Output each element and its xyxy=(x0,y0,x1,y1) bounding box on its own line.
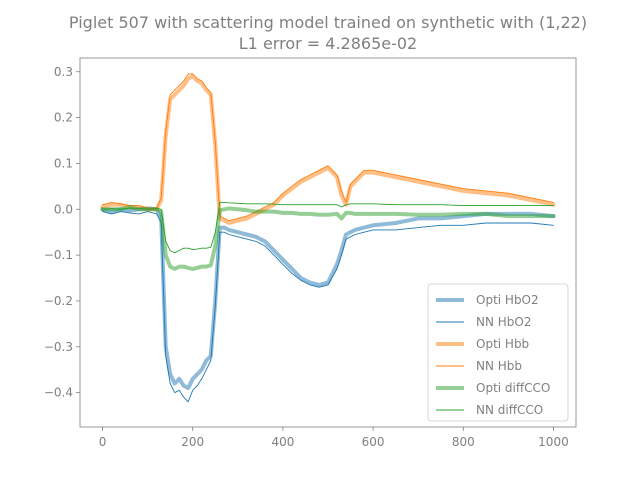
plot-frame xyxy=(79,57,577,428)
legend-label: Opti diffCCO xyxy=(476,381,550,395)
series-line-opti-diffcco xyxy=(100,205,556,271)
legend-label: NN HbO2 xyxy=(476,315,532,329)
series-line-nn-hbo2 xyxy=(102,211,554,403)
y-tick-label: −0.2 xyxy=(44,294,73,308)
y-tick-label: 0.0 xyxy=(54,202,73,216)
x-tick-label: 800 xyxy=(452,435,475,449)
y-axis-ticks: 0.3 0.2 0.1 0.0 −0.1 −0.2 −0.3 −0.4 xyxy=(44,65,80,400)
legend-label: Opti HbO2 xyxy=(476,293,539,307)
y-tick-label: −0.1 xyxy=(44,248,73,262)
x-tick-label: 200 xyxy=(181,435,204,449)
legend-label: NN diffCCO xyxy=(476,403,543,417)
legend-label: NN Hbb xyxy=(476,359,522,373)
legend-label: Opti Hbb xyxy=(476,337,529,351)
y-tick-label: 0.2 xyxy=(54,111,73,125)
chart-title: Piglet 507 with scattering model trained… xyxy=(69,13,587,32)
x-tick-label: 600 xyxy=(362,435,385,449)
series-line-nn-hbb xyxy=(102,73,554,222)
x-tick-label: 1000 xyxy=(538,435,569,449)
x-tick-label: 0 xyxy=(99,435,107,449)
chart-subtitle: L1 error = 4.2865e-02 xyxy=(239,34,417,53)
y-tick-label: −0.3 xyxy=(44,340,73,354)
x-axis-ticks: 0 200 400 600 800 1000 xyxy=(99,427,569,449)
legend: Opti HbO2 NN HbO2 Opti Hbb NN Hbb Opti diffC… xyxy=(427,283,569,422)
series-layer xyxy=(100,73,556,403)
x-tick-label: 400 xyxy=(271,435,294,449)
series-line-nn-diffcco xyxy=(102,201,554,254)
y-tick-label: −0.4 xyxy=(44,386,73,400)
y-tick-label: 0.1 xyxy=(54,156,73,170)
y-tick-label: 0.3 xyxy=(54,65,73,79)
